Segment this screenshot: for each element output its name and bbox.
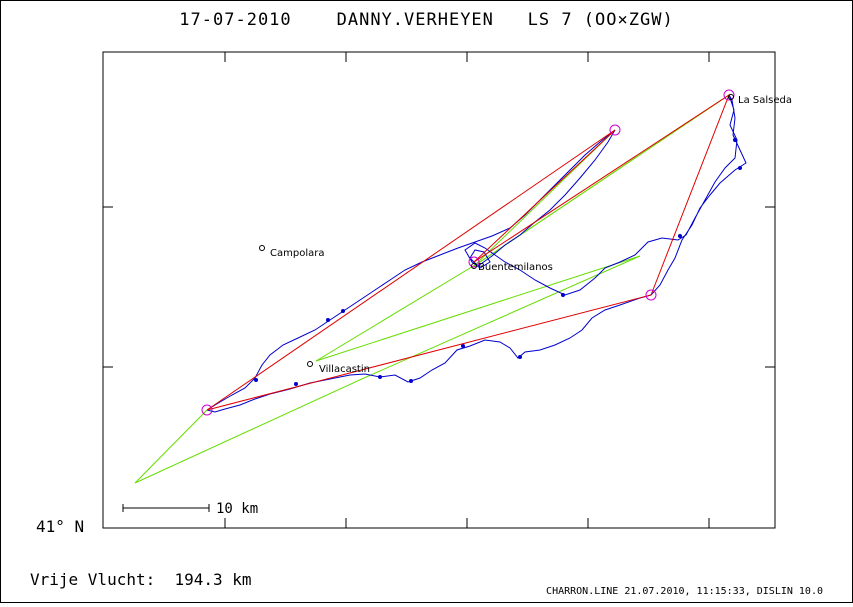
turnpoint-start-marker [201,404,213,416]
place-markers [259,94,734,367]
place-label-buentemilanos: Buentemilanos [478,262,553,273]
flight-title: 17-07-2010 DANNY.VERHEYEN LS 7 (OO×ZGW) [0,10,853,30]
turnpoints [201,89,735,416]
scale-bar [122,504,210,512]
task-legs [206,93,731,411]
x-axis-ticks [224,52,710,528]
software-credit: CHARRON.LINE 21.07.2010, 11:15:33, DISLI… [546,586,823,597]
latitude-label: 41° N [36,517,85,536]
gps-track [206,94,747,413]
turnpoint-marker [609,124,621,136]
free-flight-distance: Vrije Vlucht: 194.3 km [30,570,252,589]
place-label-villacastin: Villacastin [319,364,370,375]
plot-area [102,51,776,529]
track-markers [254,138,742,386]
place-marker [307,361,313,367]
turnpoint-marker [468,256,480,268]
scale-bar-label: 10 km [216,501,258,517]
place-label-campolara: Campolara [270,248,324,259]
place-marker [728,94,734,100]
place-marker [259,245,265,251]
turnpoint-marker [723,89,735,101]
pilot-name: DANNY.VERHEYEN [336,10,494,30]
turnpoint-marker [645,289,657,301]
flight-date: 17-07-2010 [179,10,292,30]
place-marker [471,263,477,269]
y-axis-ticks [103,206,775,529]
place-label-la-salseda: La Salseda [738,95,792,106]
aircraft-id: LS 7 (OO×ZGW) [527,10,674,30]
